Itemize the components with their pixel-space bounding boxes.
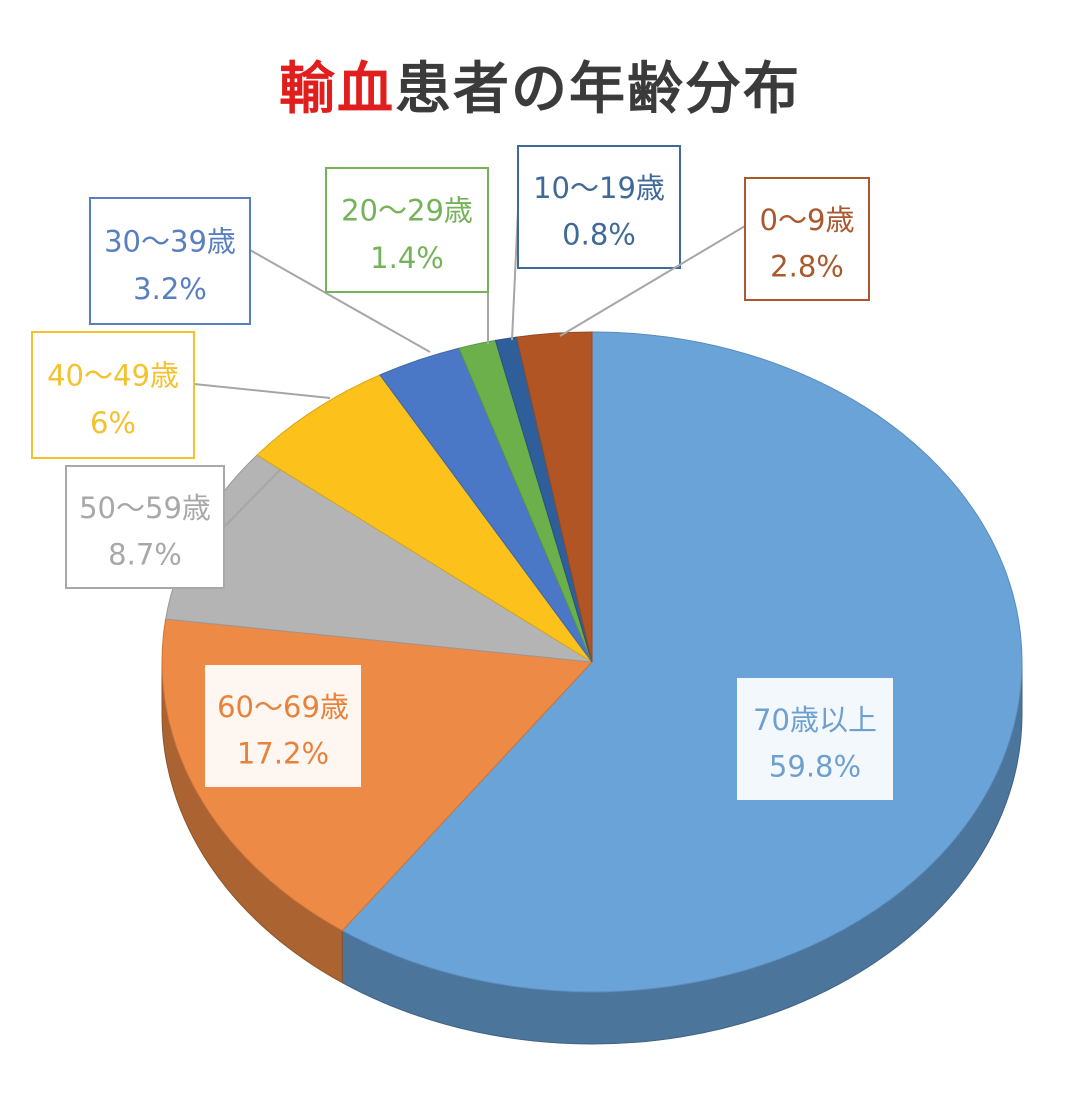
data-label-box-4	[89, 197, 251, 325]
leader-line-4	[249, 249, 431, 353]
data-label-box-3	[31, 331, 195, 459]
data-label-value-7: 2.8%	[770, 249, 844, 283]
chart-title: 輸血患者の年齢分布	[0, 44, 1080, 125]
data-label-box-2	[65, 465, 225, 589]
data-label-value-4: 3.2%	[133, 272, 207, 306]
pie-slice-7	[516, 331, 593, 663]
pie-top-layer	[161, 331, 1023, 993]
data-label-category-1: 60〜69歳	[217, 690, 349, 724]
data-label-box-0	[737, 678, 893, 800]
data-label-box-1	[205, 665, 361, 787]
leader-line-7	[559, 225, 746, 337]
chart-title-rest: 患者の年齢分布	[395, 57, 801, 122]
data-label-category-6: 10〜19歳	[533, 171, 665, 205]
data-label-box-7	[744, 177, 870, 301]
leader-line-2	[223, 469, 281, 528]
pie-slice-3	[256, 374, 593, 663]
pie-slice-0	[341, 331, 1023, 993]
data-labels: 70歳以上 59.8% 60〜69歳 17.2% 50〜59歳 8.7% 40〜49歳 6% 3…	[31, 145, 893, 800]
data-label-value-5: 1.4%	[370, 241, 444, 275]
data-label-value-2: 8.7%	[108, 537, 182, 571]
data-label-value-6: 0.8%	[562, 217, 636, 251]
data-label-value-1: 17.2%	[237, 736, 329, 770]
data-label-value-3: 6%	[90, 406, 136, 440]
data-label-category-3: 40〜49歳	[47, 358, 179, 392]
data-label-category-7: 0〜9歳	[760, 203, 855, 237]
data-label-category-4: 30〜39歳	[104, 224, 236, 258]
data-label-box-5	[325, 167, 489, 293]
chart-title-accent: 輸血	[279, 57, 395, 122]
data-label-category-2: 50〜59歳	[79, 491, 211, 525]
leader-line-3	[193, 383, 331, 399]
data-label-category-0: 70歳以上	[753, 703, 877, 737]
data-label-box-6	[517, 145, 681, 269]
data-label-category-5: 20〜29歳	[341, 194, 473, 228]
data-label-value-0: 59.8%	[769, 749, 861, 783]
